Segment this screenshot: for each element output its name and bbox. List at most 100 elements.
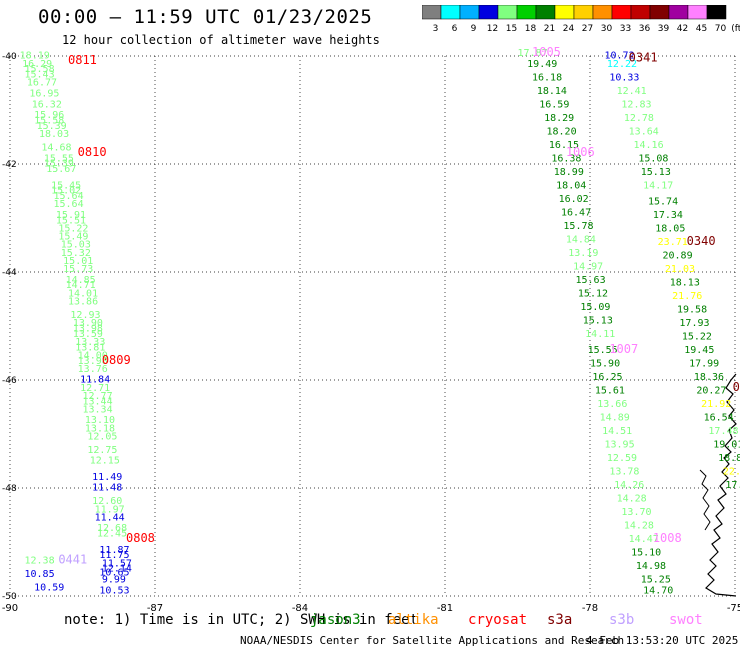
- scale-label: 30: [601, 24, 613, 34]
- wave-height-value: 13.90: [73, 318, 103, 329]
- footer-credit: NOAA/NESDIS Center for Satellite Applica…: [240, 634, 625, 647]
- lat-tick-label: -40: [2, 52, 17, 62]
- lat-tick-label: -42: [2, 160, 17, 170]
- wave-height-value: 15.67: [46, 164, 76, 175]
- wave-height-value: 11.97: [95, 504, 125, 515]
- wave-height-value: 18.20: [547, 126, 577, 137]
- wave-height-value: 14.84: [566, 234, 596, 245]
- wave-height-value: 13.44: [83, 396, 113, 407]
- pass-time-label: 1008: [653, 531, 682, 545]
- wave-height-value: 15.12: [578, 288, 608, 299]
- wave-height-value: 14.68: [41, 143, 71, 154]
- lon-tick-label: -81: [437, 603, 453, 614]
- wave-height-value: 18.03: [39, 129, 69, 140]
- lon-tick-label: -90: [2, 603, 18, 614]
- wave-height-value: 10.65: [99, 567, 129, 578]
- wave-height-value: 12.93: [70, 310, 100, 321]
- wave-height-value: 13.98: [78, 356, 108, 367]
- wave-height-value: 13.78: [609, 467, 639, 478]
- lat-tick-label: -48: [2, 484, 17, 494]
- lat-tick-label: -44: [2, 268, 17, 278]
- wave-height-value: 15.09: [580, 302, 610, 313]
- wave-height-value: 13.86: [68, 296, 98, 307]
- wave-height-value: 16.32: [32, 99, 62, 110]
- wave-height-value: 11.48: [92, 483, 122, 494]
- wave-height-value: 16.29: [22, 59, 52, 70]
- wave-height-value: 14.17: [643, 180, 673, 191]
- wave-height-value: 15.74: [648, 197, 678, 208]
- wave-height-value: 15.91: [56, 210, 86, 221]
- wave-height-value: 15.32: [61, 248, 91, 259]
- wave-height-value: 15.13: [641, 167, 671, 178]
- wave-height-value: 16.25: [592, 372, 622, 383]
- wave-height-value: 12.22: [607, 59, 637, 70]
- satellite-jason3: jason3: [310, 612, 361, 628]
- scale-label: 18: [525, 24, 537, 34]
- wave-height-value: 18.14: [537, 86, 567, 97]
- wave-height-value: 14.70: [643, 585, 673, 596]
- wave-height-value: 10.33: [609, 72, 639, 83]
- lat-tick-label: -46: [2, 376, 17, 386]
- wave-height-value: 15.55: [588, 345, 618, 356]
- scale-swatch-70: [706, 5, 727, 20]
- wave-height-value: 15.03: [61, 240, 91, 251]
- scale-label: 27: [582, 24, 593, 34]
- satellite-swot: swot: [669, 612, 703, 628]
- wave-height-value: 14.71: [66, 280, 96, 291]
- wave-height-value: 12.59: [607, 453, 637, 464]
- scale-label: 24: [563, 24, 575, 34]
- scale-label: 33: [620, 24, 631, 34]
- wave-height-value: 11.87: [99, 545, 129, 556]
- wave-height-value: 12.78: [624, 113, 654, 124]
- wave-height-value: 21.03: [665, 264, 695, 275]
- scale-label: 21: [544, 24, 555, 34]
- wave-height-value: 16.59: [539, 99, 569, 110]
- wave-height-value: 12.60: [92, 496, 122, 507]
- wave-height-value: 18.19: [20, 51, 50, 62]
- wave-height-value: 17.93: [679, 318, 709, 329]
- wave-height-value: 9.99: [102, 575, 126, 586]
- wave-height-value: 11.84: [80, 375, 110, 386]
- wave-height-value: 12.77: [83, 391, 113, 402]
- pass-time-label: 0341: [629, 50, 658, 64]
- wave-height-value: 14.51: [602, 426, 632, 437]
- wave-height-value: 14.11: [585, 329, 615, 340]
- wave-height-value: 15.55: [44, 153, 74, 164]
- pass-time-label: 0.: [733, 380, 740, 394]
- wave-height-value: 10.85: [25, 569, 55, 580]
- lon-tick-label: -78: [582, 603, 598, 614]
- lon-tick-label: -75: [727, 603, 740, 614]
- scale-label: 12: [487, 24, 498, 34]
- wave-height-value: 15.96: [34, 110, 64, 121]
- wave-height-value: 15.22: [58, 224, 88, 235]
- wave-height-value: 18.99: [554, 167, 584, 178]
- wave-height-value: 20.89: [663, 251, 693, 262]
- wave-height-value: 15.63: [576, 275, 606, 286]
- coastline-islands: [699, 469, 711, 531]
- wave-height-value: 15.90: [590, 359, 620, 370]
- wave-height-value: 12.15: [90, 456, 120, 467]
- pass-time-label: 0808: [126, 531, 155, 545]
- wave-height-value: 11.44: [95, 512, 125, 523]
- wave-height-value: 15.61: [595, 386, 625, 397]
- wave-height-value: 21.92: [701, 399, 731, 410]
- satellite-legend: jason3 altika cryosat s3a s3b swot: [0, 612, 740, 632]
- wave-height-value: 17.48: [708, 426, 738, 437]
- wave-height-value: 12.14: [102, 564, 132, 575]
- scale-label: 6: [452, 24, 458, 34]
- wave-height-value: 14.47: [629, 534, 659, 545]
- scale-label: 36: [639, 24, 651, 34]
- wave-height-value: 14.28: [617, 494, 647, 505]
- wave-height-value: 15.51: [56, 215, 86, 226]
- wave-height-value: 19.01: [713, 440, 740, 451]
- wave-height-value: 18.29: [544, 113, 574, 124]
- wave-height-value: 20.27: [696, 386, 726, 397]
- pass-time-label: 1005: [532, 45, 561, 59]
- wave-height-value: 18.13: [670, 278, 700, 289]
- satellite-s3b: s3b: [609, 612, 635, 628]
- wave-height-value: 18.05: [655, 224, 685, 235]
- wave-height-value: 14.28: [624, 521, 654, 532]
- scale-label: 42: [677, 24, 688, 34]
